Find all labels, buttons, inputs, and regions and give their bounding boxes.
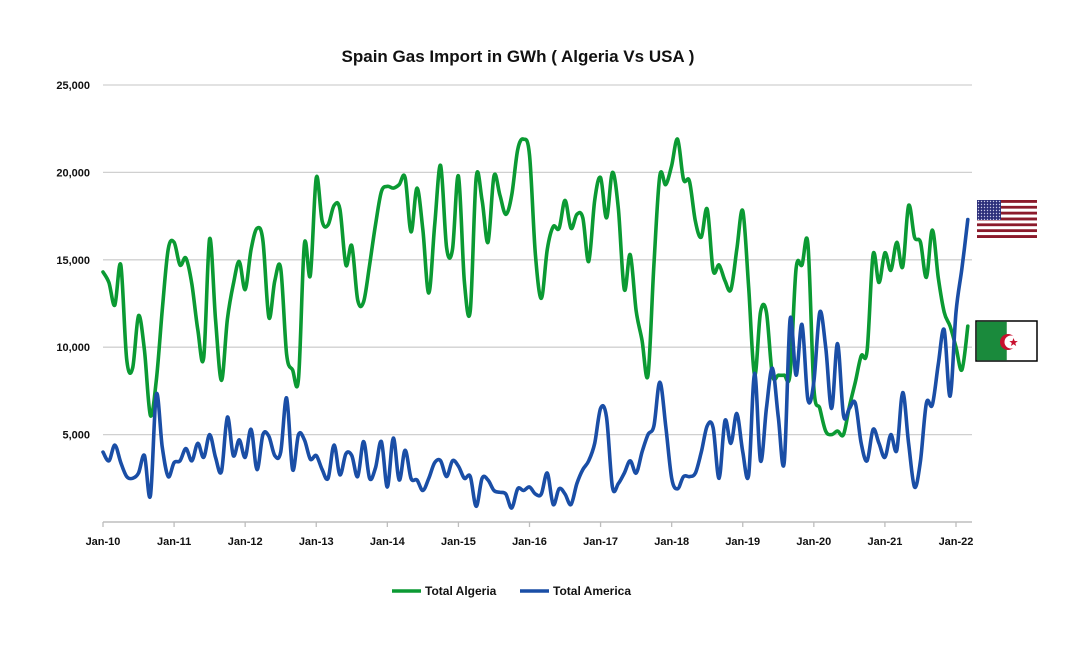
series-line-america [101, 217, 970, 510]
algeria-flag [975, 320, 1038, 362]
usa-flag-stripe [977, 220, 1037, 224]
x-tick-label: Jan-12 [228, 536, 263, 548]
usa-flag-stripe [977, 200, 1037, 203]
x-tick-label: Jan-17 [583, 536, 618, 548]
usa-flag-stripe [977, 226, 1037, 230]
usa-flag-stripe [977, 202, 1037, 206]
usa-flag-stripe [977, 208, 1037, 212]
y-axis: 5,000 10,000 15,000 20,000 25,000 [56, 80, 90, 442]
x-tick-label: Jan-14 [370, 536, 406, 548]
legend-item-america[interactable]: Total America [520, 584, 631, 598]
plot-area [101, 137, 970, 510]
x-tick-label: Jan-10 [86, 536, 121, 548]
usa-flag-stripe [977, 217, 1037, 221]
x-tick-label: Jan-19 [725, 536, 760, 548]
usa-flag-stripe [977, 205, 1037, 209]
chart-title: Spain Gas Import in GWh ( Algeria Vs USA… [342, 47, 695, 66]
legend-label: Total America [553, 584, 631, 598]
x-tick-label: Jan-16 [512, 536, 547, 548]
usa-flag [977, 200, 1037, 238]
usa-flag-stripe [977, 214, 1037, 218]
x-tick-label: Jan-20 [796, 536, 831, 548]
usa-flag-stripe [977, 235, 1037, 238]
x-tick-label: Jan-22 [939, 536, 974, 548]
series-line-algeria [101, 137, 970, 438]
y-tick-label: 10,000 [56, 342, 90, 354]
y-tick-label: 25,000 [56, 80, 90, 92]
legend-label: Total Algeria [425, 584, 497, 598]
legend-item-algeria[interactable]: Total Algeria [392, 584, 497, 598]
x-tick-label: Jan-15 [441, 536, 476, 548]
x-tick-label: Jan-11 [157, 536, 191, 548]
x-tick-label: Jan-13 [299, 536, 334, 548]
x-tick-label: Jan-18 [654, 536, 689, 548]
y-tick-label: 20,000 [56, 167, 90, 179]
y-tick-label: 15,000 [56, 255, 90, 267]
x-axis: Jan-10 Jan-11 Jan-12 Jan-13 Jan-14 Jan-15 Jan-… [86, 521, 974, 548]
legend: Total Algeria Total America [392, 584, 631, 598]
usa-flag-stripe [977, 211, 1037, 215]
x-tick-label: Jan-21 [867, 536, 902, 548]
usa-flag-stripe [977, 229, 1037, 233]
usa-flag-stripe [977, 223, 1037, 227]
y-tick-label: 5,000 [62, 430, 90, 442]
usa-flag-stripe [977, 232, 1037, 236]
